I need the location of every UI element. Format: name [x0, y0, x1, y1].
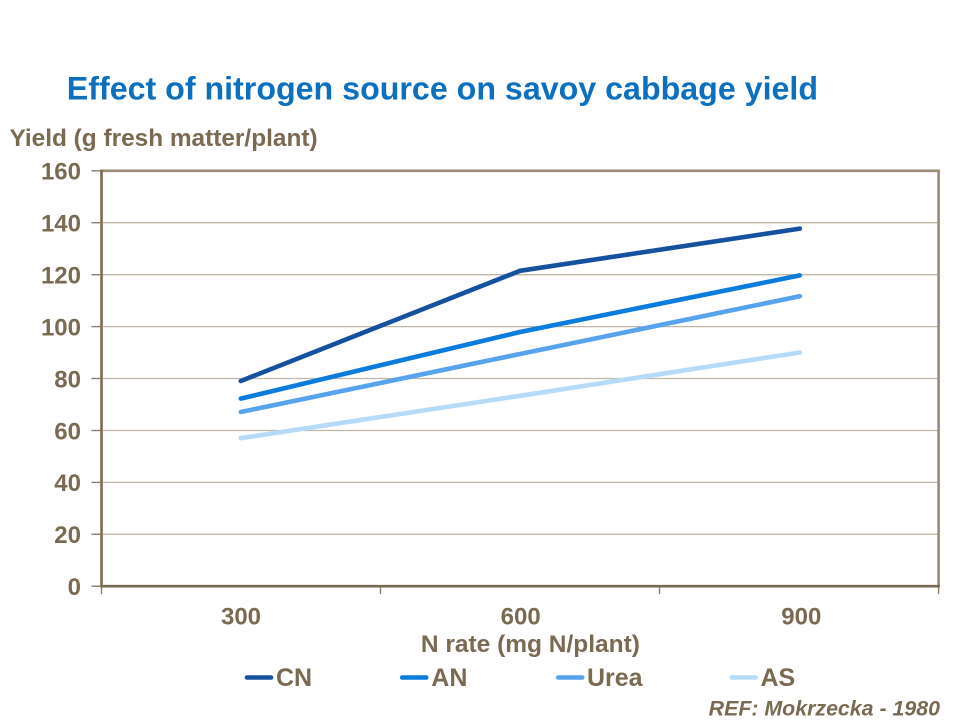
svg-text:Urea: Urea: [587, 664, 644, 692]
svg-text:300: 300: [221, 603, 261, 630]
svg-text:80: 80: [54, 366, 81, 393]
svg-text:Yield (g fresh matter/plant): Yield (g fresh matter/plant): [10, 125, 318, 152]
svg-text:160: 160: [41, 159, 81, 186]
svg-text:AS: AS: [761, 664, 796, 692]
svg-text:AN: AN: [431, 664, 467, 692]
svg-text:40: 40: [54, 470, 81, 497]
svg-text:600: 600: [501, 603, 541, 630]
svg-text:CN: CN: [276, 664, 312, 692]
svg-text:60: 60: [54, 418, 81, 445]
svg-text:140: 140: [41, 211, 81, 238]
svg-text:100: 100: [41, 314, 81, 341]
svg-text:120: 120: [41, 263, 81, 290]
svg-text:0: 0: [68, 574, 81, 601]
svg-text:REF: Mokrzecka - 1980: REF: Mokrzecka - 1980: [709, 697, 940, 720]
svg-text:Effect of nitrogen source on s: Effect of nitrogen source on savoy cabba…: [67, 71, 818, 107]
svg-text:20: 20: [54, 522, 81, 549]
svg-text:N rate (mg N/plant): N rate (mg N/plant): [421, 631, 640, 658]
svg-text:900: 900: [781, 603, 821, 630]
